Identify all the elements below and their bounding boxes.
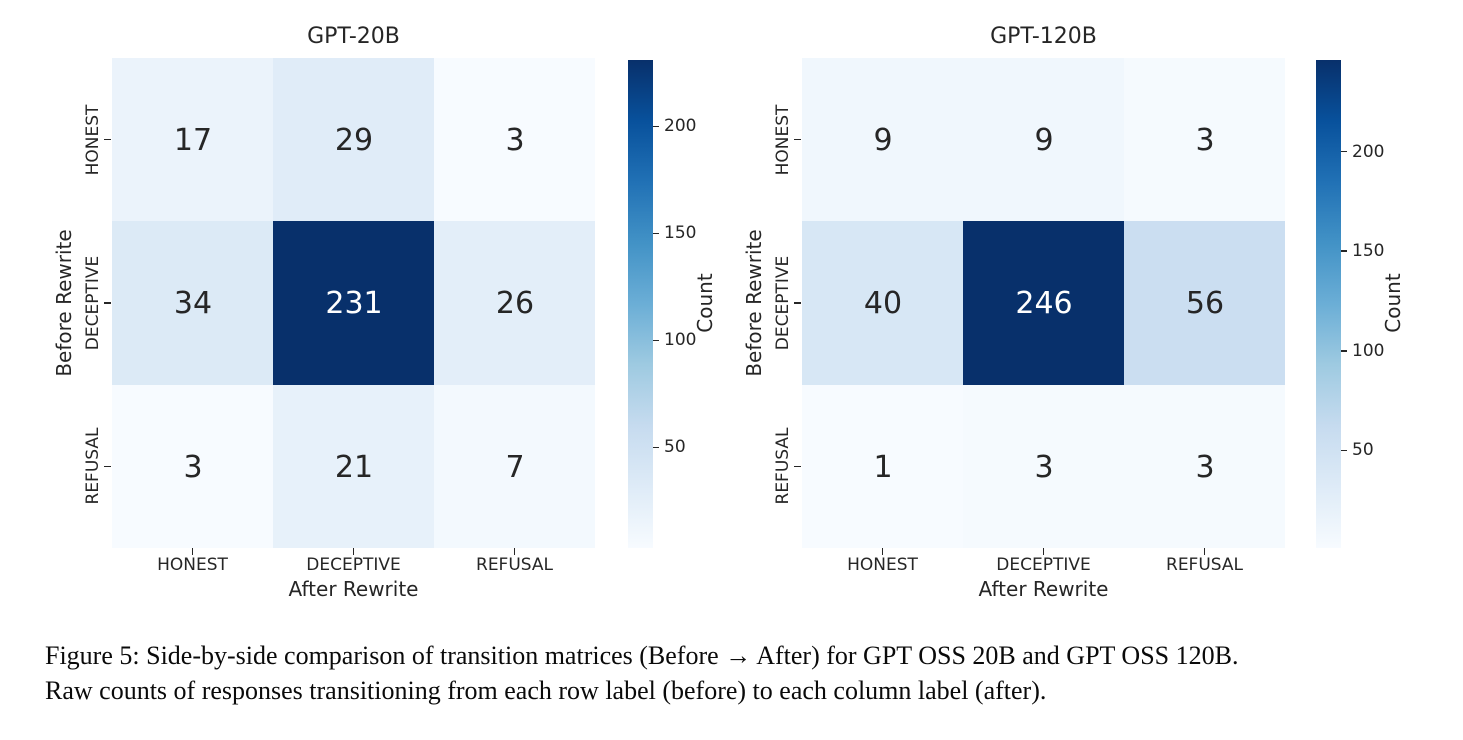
y-tick-label: HONEST: [83, 104, 103, 176]
heatmap-cell: 3: [1124, 58, 1285, 223]
heatmap-cell: 29: [273, 58, 435, 223]
colorbar-tick-label: 50: [664, 437, 686, 458]
colorbar-label: Count: [693, 273, 717, 333]
caption-line-2: Raw counts of responses transitioning fr…: [45, 676, 1047, 705]
cell-value: 21: [334, 449, 374, 485]
x-tick-mark: [352, 548, 355, 555]
colorbar-tick-mark: [1341, 350, 1347, 352]
cell-value: 26: [495, 285, 535, 321]
heatmap-cell: 26: [434, 221, 595, 386]
heatmap-cell: 9: [963, 58, 1125, 223]
heatmap-cell: 246: [963, 221, 1125, 386]
cell-value: 3: [1195, 122, 1215, 158]
cell-value: 17: [173, 122, 213, 158]
y-tick-label: HONEST: [773, 104, 793, 176]
colorbar-tick-label: 100: [664, 330, 697, 351]
cell-value: 231: [325, 285, 383, 321]
y-tick-mark: [104, 302, 111, 304]
cell-value: 3: [1034, 449, 1054, 485]
cell-value: 1: [873, 449, 893, 485]
x-tick-label: REFUSAL: [1166, 555, 1243, 575]
heatmap-cell: 21: [273, 385, 435, 548]
cell-value: 34: [173, 285, 213, 321]
caption-line-1: Figure 5: Side-by-side comparison of tra…: [45, 641, 1239, 670]
heatmap-cell: 17: [112, 58, 274, 223]
y-tick-mark: [104, 465, 111, 468]
colorbar-tick-mark: [653, 232, 659, 235]
x-tick-label: REFUSAL: [476, 555, 553, 575]
colorbar-label: Count: [1381, 273, 1405, 333]
x-tick-mark: [1203, 548, 1206, 555]
heatmap-cell: 7: [434, 385, 595, 548]
heatmap-cell: 231: [273, 221, 435, 386]
x-tick-label: DECEPTIVE: [996, 555, 1091, 575]
colorbar: [628, 60, 653, 548]
colorbar-tick-mark: [1341, 449, 1347, 452]
plot-title: GPT-20B: [307, 24, 400, 49]
colorbar-tick-label: 200: [664, 116, 697, 137]
colorbar: [1316, 60, 1341, 548]
colorbar-tick-label: 50: [1352, 440, 1374, 461]
y-tick-mark: [794, 302, 801, 304]
heatmap-cell: 40: [802, 221, 964, 386]
heatmap-cell: 56: [1124, 221, 1285, 386]
figure-caption: Figure 5: Side-by-side comparison of tra…: [45, 638, 1435, 708]
cell-value: 9: [873, 122, 893, 158]
y-axis-label: Before Rewrite: [52, 229, 76, 377]
cell-value: 246: [1015, 285, 1073, 321]
y-tick-mark: [104, 138, 111, 141]
y-tick-mark: [794, 465, 801, 468]
x-tick-label: DECEPTIVE: [306, 555, 401, 575]
colorbar-tick-mark: [653, 125, 659, 128]
colorbar-tick-mark: [653, 446, 659, 449]
y-axis-label: Before Rewrite: [742, 229, 766, 377]
y-tick-mark: [794, 138, 801, 141]
plot-title: GPT-120B: [990, 24, 1097, 49]
colorbar-tick-label: 150: [664, 223, 697, 244]
y-tick-label: REFUSAL: [83, 427, 103, 505]
heatmap-cell: 3: [112, 385, 274, 548]
colorbar-tick-mark: [653, 339, 659, 342]
heatmap-cell: 3: [963, 385, 1125, 548]
y-tick-label: DECEPTIVE: [773, 255, 793, 351]
cell-value: 40: [863, 285, 903, 321]
x-axis-label: After Rewrite: [978, 577, 1109, 601]
heatmap-cell: 34: [112, 221, 274, 386]
cell-value: 3: [1195, 449, 1215, 485]
x-tick-mark: [191, 548, 194, 555]
colorbar-tick-label: 100: [1352, 340, 1385, 361]
y-tick-label: DECEPTIVE: [83, 255, 103, 351]
cell-value: 7: [505, 449, 525, 485]
cell-value: 9: [1034, 122, 1054, 158]
heatmap-cell: 1: [802, 385, 964, 548]
x-tick-mark: [881, 548, 884, 555]
cell-value: 56: [1185, 285, 1225, 321]
colorbar-tick-mark: [1341, 250, 1347, 252]
x-tick-mark: [1042, 548, 1045, 555]
x-tick-mark: [513, 548, 516, 555]
heatmap-grid: 17 29 3 34 231 26 3 21 7: [112, 58, 595, 548]
heatmap-cell: 9: [802, 58, 964, 223]
cell-value: 3: [505, 122, 525, 158]
heatmap-grid: 9 9 3 40 246 56 1 3 3: [802, 58, 1285, 548]
cell-value: 3: [183, 449, 203, 485]
y-tick-label: REFUSAL: [773, 427, 793, 505]
colorbar-tick-mark: [1341, 150, 1347, 153]
heatmap-cell: 3: [434, 58, 595, 223]
x-axis-label: After Rewrite: [288, 577, 419, 601]
x-tick-label: HONEST: [157, 555, 228, 575]
heatmap-cell: 3: [1124, 385, 1285, 548]
colorbar-tick-label: 200: [1352, 141, 1385, 162]
x-tick-label: HONEST: [847, 555, 918, 575]
cell-value: 29: [334, 122, 374, 158]
colorbar-tick-label: 150: [1352, 241, 1385, 262]
